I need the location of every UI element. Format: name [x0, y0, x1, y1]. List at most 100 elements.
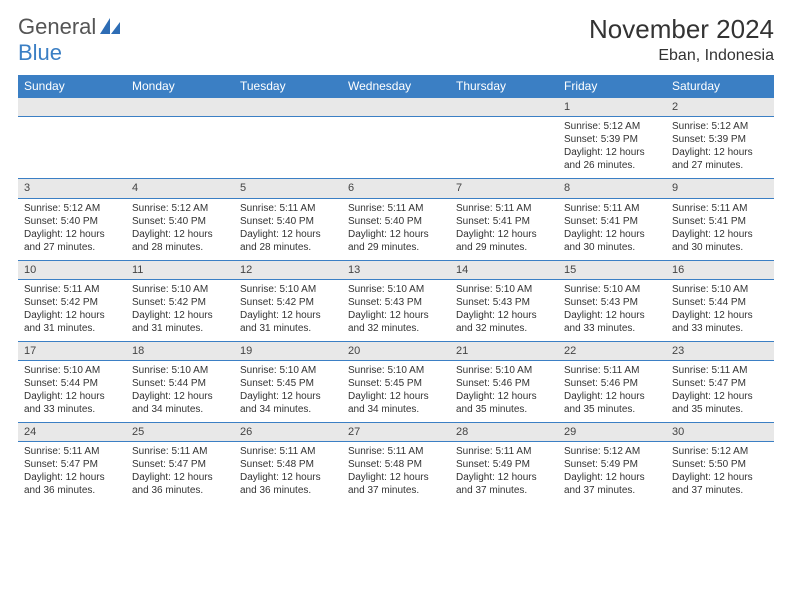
daylight-text: Daylight: 12 hours and 37 minutes.	[348, 471, 444, 497]
sunrise-text: Sunrise: 5:12 AM	[564, 445, 660, 458]
day-number	[126, 98, 234, 117]
day-cell: Sunrise: 5:11 AMSunset: 5:40 PMDaylight:…	[234, 198, 342, 260]
calendar-page: General November 2024 Eban, Indonesia Bl…	[0, 0, 792, 514]
sunrise-text: Sunrise: 5:11 AM	[240, 445, 336, 458]
sunset-text: Sunset: 5:47 PM	[672, 377, 768, 390]
sunset-text: Sunset: 5:46 PM	[456, 377, 552, 390]
day-number: 22	[558, 341, 666, 360]
sunrise-text: Sunrise: 5:11 AM	[348, 445, 444, 458]
dayhead-mon: Monday	[126, 75, 234, 98]
logo-line2: Blue	[18, 40, 62, 66]
sunset-text: Sunset: 5:45 PM	[348, 377, 444, 390]
sunset-text: Sunset: 5:42 PM	[240, 296, 336, 309]
day-cell: Sunrise: 5:11 AMSunset: 5:46 PMDaylight:…	[558, 361, 666, 423]
sunrise-text: Sunrise: 5:11 AM	[456, 445, 552, 458]
daylight-text: Daylight: 12 hours and 35 minutes.	[564, 390, 660, 416]
daylight-text: Daylight: 12 hours and 28 minutes.	[132, 228, 228, 254]
day-number	[234, 98, 342, 117]
day-number: 26	[234, 423, 342, 442]
daylight-text: Daylight: 12 hours and 33 minutes.	[564, 309, 660, 335]
day-cell: Sunrise: 5:10 AMSunset: 5:45 PMDaylight:…	[342, 361, 450, 423]
sunset-text: Sunset: 5:41 PM	[456, 215, 552, 228]
day-number: 1	[558, 98, 666, 117]
day-cell: Sunrise: 5:10 AMSunset: 5:44 PMDaylight:…	[18, 361, 126, 423]
day-cell: Sunrise: 5:11 AMSunset: 5:49 PMDaylight:…	[450, 442, 558, 504]
day-number: 28	[450, 423, 558, 442]
sunset-text: Sunset: 5:48 PM	[240, 458, 336, 471]
day-cell	[126, 117, 234, 179]
day-cell: Sunrise: 5:11 AMSunset: 5:41 PMDaylight:…	[666, 198, 774, 260]
logo-sail-icon	[100, 18, 122, 36]
sunrise-text: Sunrise: 5:11 AM	[456, 202, 552, 215]
day-cell: Sunrise: 5:11 AMSunset: 5:40 PMDaylight:…	[342, 198, 450, 260]
sunrise-text: Sunrise: 5:12 AM	[24, 202, 120, 215]
day-cell: Sunrise: 5:10 AMSunset: 5:43 PMDaylight:…	[558, 279, 666, 341]
day-number: 9	[666, 179, 774, 198]
sunset-text: Sunset: 5:40 PM	[348, 215, 444, 228]
daylight-text: Daylight: 12 hours and 32 minutes.	[348, 309, 444, 335]
day-cell: Sunrise: 5:11 AMSunset: 5:47 PMDaylight:…	[126, 442, 234, 504]
daylight-text: Daylight: 12 hours and 31 minutes.	[132, 309, 228, 335]
day-cell: Sunrise: 5:12 AMSunset: 5:50 PMDaylight:…	[666, 442, 774, 504]
dayhead-tue: Tuesday	[234, 75, 342, 98]
sunset-text: Sunset: 5:47 PM	[24, 458, 120, 471]
day-number: 17	[18, 341, 126, 360]
sunset-text: Sunset: 5:49 PM	[456, 458, 552, 471]
dayhead-sat: Saturday	[666, 75, 774, 98]
day-number: 25	[126, 423, 234, 442]
daylight-text: Daylight: 12 hours and 27 minutes.	[24, 228, 120, 254]
month-title: November 2024	[589, 14, 774, 45]
day-number: 21	[450, 341, 558, 360]
daylight-text: Daylight: 12 hours and 26 minutes.	[564, 146, 660, 172]
title-block: November 2024 Eban, Indonesia	[589, 14, 774, 65]
daylight-text: Daylight: 12 hours and 32 minutes.	[456, 309, 552, 335]
sunset-text: Sunset: 5:42 PM	[24, 296, 120, 309]
daylight-text: Daylight: 12 hours and 27 minutes.	[672, 146, 768, 172]
sunset-text: Sunset: 5:39 PM	[564, 133, 660, 146]
day-number: 11	[126, 260, 234, 279]
day-cell: Sunrise: 5:12 AMSunset: 5:39 PMDaylight:…	[558, 117, 666, 179]
day-cell: Sunrise: 5:11 AMSunset: 5:48 PMDaylight:…	[342, 442, 450, 504]
sunrise-text: Sunrise: 5:10 AM	[24, 364, 120, 377]
day-cell: Sunrise: 5:11 AMSunset: 5:47 PMDaylight:…	[18, 442, 126, 504]
day-number: 6	[342, 179, 450, 198]
day-number: 20	[342, 341, 450, 360]
sunrise-text: Sunrise: 5:11 AM	[564, 364, 660, 377]
sunrise-text: Sunrise: 5:12 AM	[672, 445, 768, 458]
calendar-body: 12Sunrise: 5:12 AMSunset: 5:39 PMDayligh…	[18, 98, 774, 504]
day-number: 23	[666, 341, 774, 360]
content-row: Sunrise: 5:11 AM Sunset: 5:47 PM Daylight:…	[18, 442, 774, 504]
sunset-text: Sunset: 5:45 PM	[240, 377, 336, 390]
content-row: Sunrise: 5:11 AMSunset: 5:42 PMDaylight:…	[18, 279, 774, 341]
sunset-text: Sunset: 5:41 PM	[564, 215, 660, 228]
daylight-text: Daylight: 12 hours and 34 minutes.	[348, 390, 444, 416]
day-cell: Sunrise: 5:10 AMSunset: 5:45 PMDaylight:…	[234, 361, 342, 423]
day-cell: Sunrise: 5:12 AMSunset: 5:40 PMDaylight:…	[18, 198, 126, 260]
day-number: 10	[18, 260, 126, 279]
day-number: 16	[666, 260, 774, 279]
daylight-text: Daylight: 12 hours and 33 minutes.	[24, 390, 120, 416]
daynum-row: 3456789	[18, 179, 774, 198]
day-number	[450, 98, 558, 117]
sunset-text: Sunset: 5:43 PM	[348, 296, 444, 309]
daylight-text: Daylight: 12 hours and 33 minutes.	[672, 309, 768, 335]
day-number: 4	[126, 179, 234, 198]
daylight-text: Daylight: 12 hours and 29 minutes.	[456, 228, 552, 254]
sunset-text: Sunset: 5:50 PM	[672, 458, 768, 471]
day-header-row: Sunday Monday Tuesday Wednesday Thursday…	[18, 75, 774, 98]
header: General November 2024 Eban, Indonesia	[18, 14, 774, 65]
daylight-text: Daylight: 12 hours and 37 minutes.	[564, 471, 660, 497]
day-cell: Sunrise: 5:12 AMSunset: 5:40 PMDaylight:…	[126, 198, 234, 260]
content-row: Sunrise: 5:12 AM Sunset: 5:40 PM Daylight:…	[18, 198, 774, 260]
day-number: 18	[126, 341, 234, 360]
sunrise-text: Sunrise: 5:11 AM	[132, 445, 228, 458]
daylight-text: Daylight: 12 hours and 28 minutes.	[240, 228, 336, 254]
day-cell: Sunrise: 5:10 AMSunset: 5:43 PMDaylight:…	[450, 279, 558, 341]
daylight-text: Daylight: 12 hours and 36 minutes.	[132, 471, 228, 497]
calendar-table: Sunday Monday Tuesday Wednesday Thursday…	[18, 75, 774, 504]
day-number: 13	[342, 260, 450, 279]
logo-word2: Blue	[18, 40, 62, 66]
day-number: 30	[666, 423, 774, 442]
sunrise-text: Sunrise: 5:10 AM	[672, 283, 768, 296]
day-cell	[342, 117, 450, 179]
